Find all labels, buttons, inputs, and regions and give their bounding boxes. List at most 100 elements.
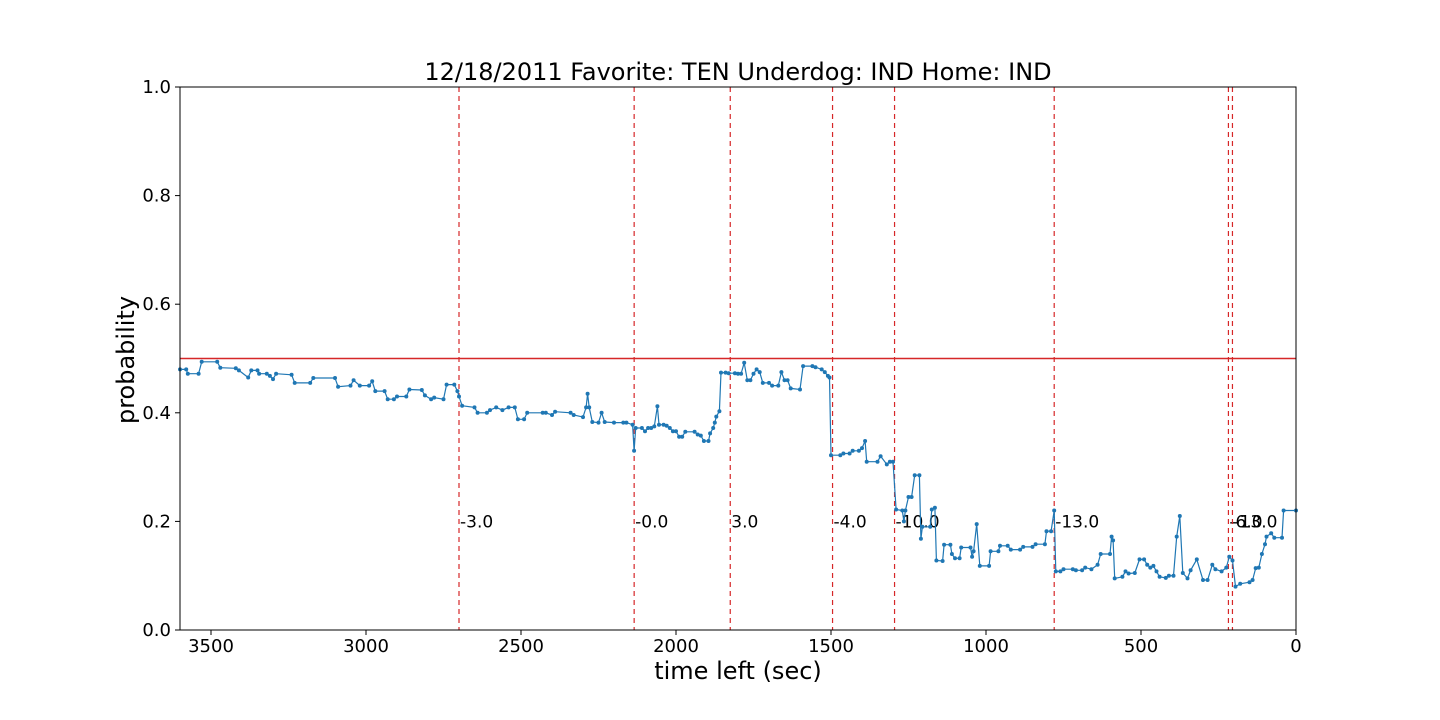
data-point	[196, 371, 201, 376]
data-point	[184, 367, 189, 372]
data-point	[311, 376, 316, 380]
data-point	[1264, 534, 1269, 539]
score-marker-label: -4.0	[834, 512, 867, 532]
data-point	[652, 424, 657, 429]
y-tick-label: 0.4	[142, 403, 171, 424]
data-point	[1263, 542, 1267, 547]
data-point	[587, 405, 592, 410]
score-marker-label: -13.0	[1055, 512, 1099, 532]
data-point	[655, 404, 660, 409]
data-point	[646, 426, 651, 430]
data-point	[308, 380, 313, 385]
data-point	[953, 556, 957, 561]
data-point	[827, 375, 832, 380]
data-point	[267, 373, 272, 378]
data-point	[664, 423, 669, 428]
data-point	[1148, 565, 1153, 570]
data-point	[712, 420, 717, 425]
data-point	[829, 453, 833, 458]
data-point	[942, 542, 947, 547]
data-point	[760, 380, 765, 385]
data-point	[1151, 563, 1156, 568]
data-point	[639, 426, 644, 430]
data-point	[255, 368, 260, 373]
data-point	[1052, 508, 1057, 513]
data-point	[838, 453, 843, 458]
data-point	[745, 378, 750, 383]
data-point	[500, 408, 505, 413]
data-point	[621, 420, 626, 425]
data-point	[336, 384, 341, 389]
data-point	[742, 360, 747, 365]
data-point	[1238, 581, 1243, 586]
data-point	[475, 410, 480, 415]
data-point	[404, 394, 409, 399]
data-point	[782, 378, 787, 383]
data-point	[912, 473, 917, 478]
data-point	[751, 371, 756, 376]
data-point	[998, 543, 1002, 548]
data-point	[455, 389, 460, 394]
data-point	[540, 410, 545, 415]
data-point	[1250, 578, 1255, 582]
data-point	[632, 448, 637, 453]
data-point	[1021, 544, 1026, 549]
data-point	[1185, 576, 1190, 581]
data-point	[348, 383, 353, 388]
y-tick-label: 0.0	[142, 620, 171, 641]
data-point	[754, 367, 759, 372]
data-point	[218, 365, 223, 370]
data-point	[370, 379, 375, 384]
data-point	[903, 508, 908, 513]
data-point	[1008, 547, 1013, 552]
data-point	[779, 370, 784, 375]
data-point	[215, 359, 220, 364]
x-tick-label: 500	[1124, 636, 1158, 657]
data-point	[584, 405, 589, 410]
data-point	[441, 397, 446, 402]
data-point	[847, 451, 852, 456]
data-point	[1044, 529, 1049, 534]
data-point	[1095, 562, 1100, 567]
data-point	[1033, 542, 1038, 547]
data-point	[819, 367, 824, 372]
data-point	[596, 420, 601, 425]
data-point	[419, 388, 424, 392]
data-point	[918, 536, 923, 541]
data-point	[1112, 576, 1117, 581]
data-point	[633, 426, 638, 430]
data-point	[351, 378, 356, 383]
data-point	[264, 371, 269, 376]
data-point	[864, 459, 869, 464]
data-point	[909, 495, 914, 499]
y-tick-label: 0.8	[142, 186, 171, 207]
data-point	[770, 383, 775, 388]
data-point	[776, 383, 781, 388]
data-point	[185, 371, 190, 376]
chart-title: 12/18/2011 Favorite: TEN Underdog: IND H…	[424, 58, 1051, 86]
data-point	[488, 408, 492, 413]
data-point	[460, 403, 465, 408]
data-point	[959, 545, 964, 550]
data-point	[1205, 578, 1210, 582]
data-point	[1171, 573, 1176, 578]
data-point	[271, 377, 275, 382]
data-point	[711, 426, 716, 430]
data-point	[515, 417, 520, 422]
data-point	[850, 448, 855, 453]
data-point	[630, 422, 635, 427]
data-point	[884, 462, 889, 467]
data-point	[767, 380, 771, 385]
data-point	[971, 549, 976, 554]
data-point	[1174, 534, 1179, 539]
y-axis-label: probability	[112, 296, 140, 424]
score-marker-label: -0.0	[635, 512, 668, 532]
data-point	[1083, 565, 1088, 570]
data-point	[1089, 567, 1094, 572]
x-tick-label: 3000	[343, 636, 389, 657]
data-point	[822, 370, 827, 375]
data-point	[432, 395, 437, 400]
data-point	[422, 393, 427, 398]
data-point	[1269, 531, 1274, 536]
